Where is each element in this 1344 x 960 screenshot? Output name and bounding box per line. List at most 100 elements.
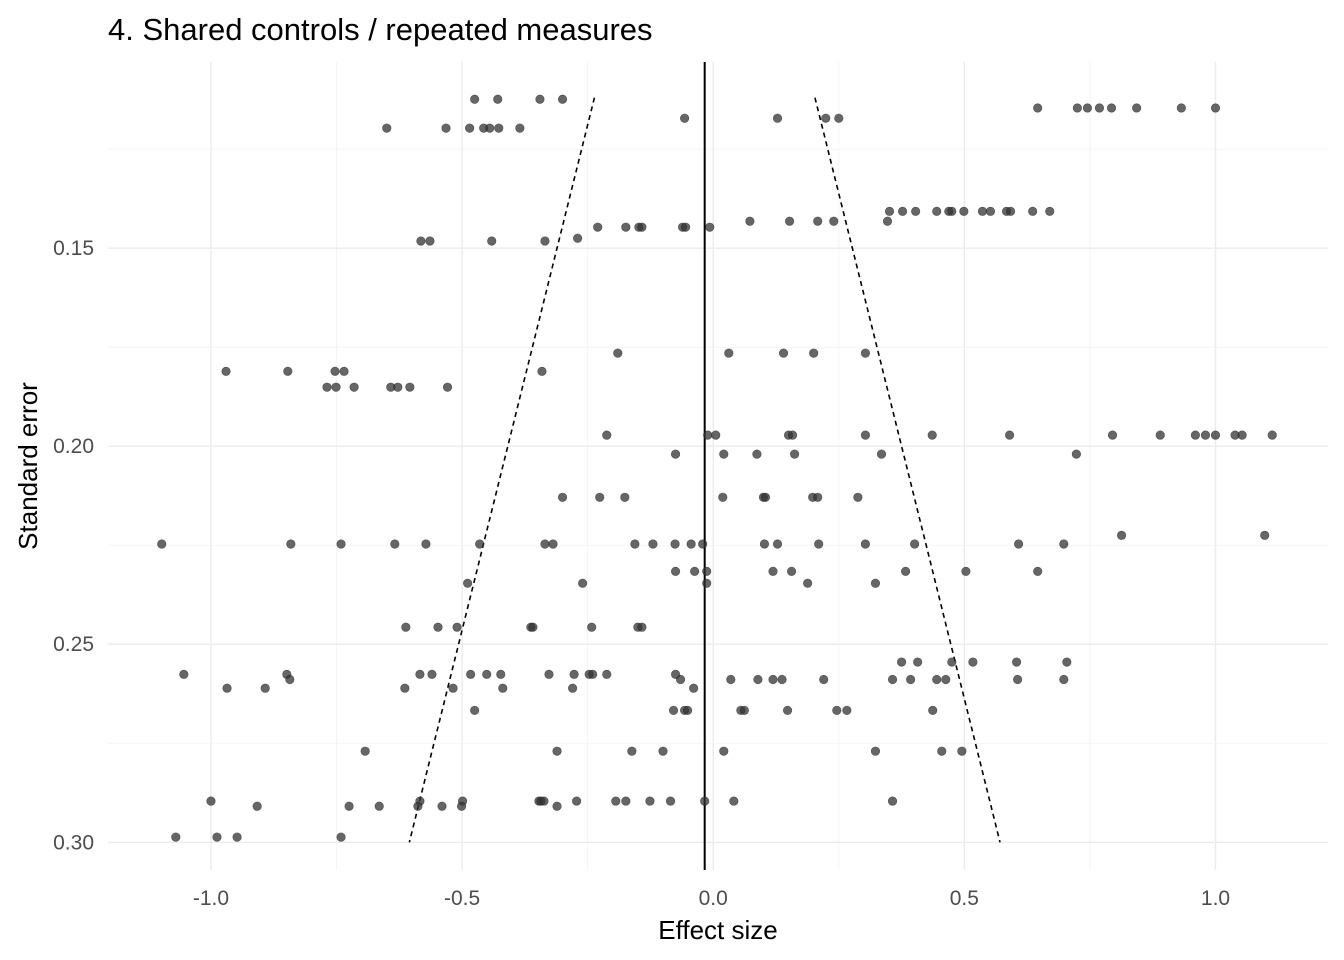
data-point xyxy=(876,449,887,459)
data-point xyxy=(548,539,558,549)
data-point xyxy=(900,566,911,576)
data-point xyxy=(961,566,971,576)
data-point xyxy=(569,669,579,679)
data-point xyxy=(670,449,681,459)
data-point xyxy=(1004,430,1015,440)
data-point xyxy=(932,206,942,216)
data-point xyxy=(834,113,844,123)
x-tick-label: 1.0 xyxy=(1201,887,1230,910)
data-point xyxy=(911,206,921,216)
data-point xyxy=(1116,530,1127,540)
data-point xyxy=(1013,674,1023,685)
data-point xyxy=(668,705,679,715)
data-point xyxy=(1011,657,1022,667)
data-point xyxy=(437,801,447,811)
data-point xyxy=(910,539,920,549)
y-tick-label: 0.20 xyxy=(53,435,94,458)
data-point xyxy=(887,674,898,685)
data-point xyxy=(456,801,467,811)
data-point xyxy=(1014,539,1024,549)
data-point xyxy=(336,832,346,842)
data-point xyxy=(698,539,708,549)
data-point xyxy=(441,123,451,133)
data-point xyxy=(260,683,270,693)
data-point xyxy=(1094,103,1105,113)
data-point xyxy=(595,492,605,502)
data-point xyxy=(829,216,839,226)
data-point xyxy=(540,236,550,246)
data-point xyxy=(349,382,359,392)
data-point xyxy=(611,796,621,806)
data-point xyxy=(602,430,612,440)
data-point xyxy=(475,539,485,549)
data-point xyxy=(729,796,739,806)
data-point xyxy=(1033,103,1043,113)
data-point xyxy=(860,348,871,358)
data-point xyxy=(753,674,763,685)
data-point xyxy=(494,123,504,133)
data-point xyxy=(557,94,568,104)
data-point xyxy=(932,674,942,685)
data-point xyxy=(882,216,893,226)
data-point xyxy=(485,123,495,133)
data-point xyxy=(1260,530,1270,540)
data-point xyxy=(222,683,232,693)
data-point xyxy=(977,206,988,216)
data-point xyxy=(819,674,829,685)
y-axis-ticks: 0.15 0.20 0.25 0.30 xyxy=(53,237,94,854)
data-point xyxy=(718,492,728,502)
data-point xyxy=(621,222,631,232)
data-point xyxy=(1059,674,1069,685)
data-point xyxy=(382,123,392,133)
data-point xyxy=(860,430,871,440)
data-point xyxy=(768,566,778,576)
data-point xyxy=(853,492,863,502)
data-point xyxy=(544,669,554,679)
data-point xyxy=(1072,103,1082,113)
data-point xyxy=(870,746,881,756)
data-point xyxy=(401,622,411,632)
data-point xyxy=(588,669,598,679)
data-point xyxy=(814,539,824,549)
data-point xyxy=(637,222,647,232)
data-point xyxy=(393,382,403,392)
data-point xyxy=(405,382,415,392)
data-point xyxy=(482,669,492,679)
y-tick-label: 0.25 xyxy=(53,633,94,656)
data-point xyxy=(620,492,630,502)
data-point xyxy=(442,382,453,392)
data-point xyxy=(968,657,978,667)
y-axis-title: Standard error xyxy=(13,382,43,550)
data-point xyxy=(515,123,525,133)
data-point xyxy=(433,622,443,632)
data-point xyxy=(552,801,562,811)
data-point xyxy=(602,669,612,679)
data-point xyxy=(906,674,916,685)
data-point xyxy=(613,348,623,358)
data-point xyxy=(1045,206,1055,216)
data-point xyxy=(711,430,721,440)
data-point xyxy=(573,233,583,243)
data-point xyxy=(360,746,370,756)
data-point xyxy=(913,657,923,667)
data-point xyxy=(745,216,755,226)
data-point xyxy=(535,94,545,104)
data-point xyxy=(621,796,631,806)
data-point xyxy=(540,539,550,549)
data-point xyxy=(937,746,947,756)
data-point xyxy=(772,539,783,549)
data-point xyxy=(421,539,431,549)
data-point xyxy=(1176,103,1186,113)
data-point xyxy=(179,669,189,679)
data-point xyxy=(374,801,384,811)
data-point xyxy=(1132,103,1142,113)
data-point xyxy=(670,539,680,549)
data-point xyxy=(390,539,400,549)
data-point xyxy=(537,366,547,376)
data-point xyxy=(648,539,658,549)
data-point xyxy=(339,366,349,376)
data-point xyxy=(786,566,797,576)
data-point xyxy=(627,746,637,756)
data-point xyxy=(670,566,681,576)
data-point xyxy=(1062,657,1072,667)
